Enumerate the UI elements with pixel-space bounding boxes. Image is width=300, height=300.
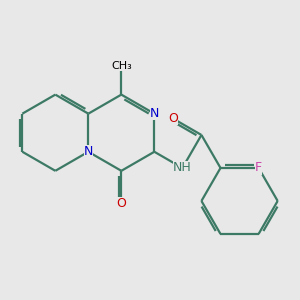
Text: F: F [255, 161, 262, 175]
Text: O: O [116, 197, 126, 210]
Text: CH₃: CH₃ [111, 61, 132, 71]
Text: N: N [84, 145, 93, 158]
Text: N: N [150, 107, 159, 120]
Text: O: O [169, 112, 178, 125]
Text: NH: NH [173, 161, 192, 175]
